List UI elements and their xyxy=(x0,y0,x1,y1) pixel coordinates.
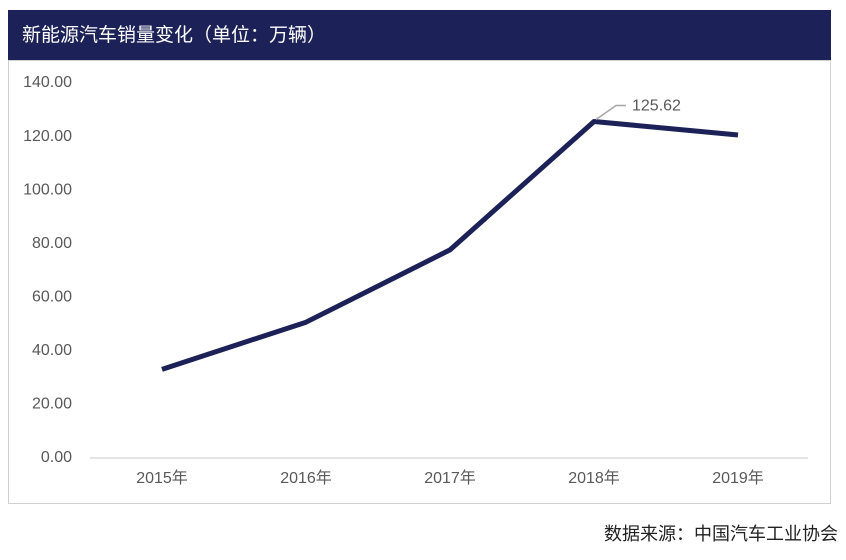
x-tick-label: 2016年 xyxy=(280,469,332,487)
data-label: 125.62 xyxy=(632,98,681,115)
label-leader xyxy=(595,104,626,121)
x-tick-label: 2019年 xyxy=(712,469,764,487)
x-tick-label: 2015年 xyxy=(136,469,188,487)
data-line xyxy=(161,119,739,372)
x-tick-label: 2017年 xyxy=(424,469,476,487)
source-note: 数据来源：中国汽车工业协会 xyxy=(604,524,838,544)
y-tick-label: 100.00 xyxy=(23,181,72,198)
y-tick-label: 120.00 xyxy=(23,128,72,145)
y-tick-label: 140.00 xyxy=(23,74,72,91)
title-bar xyxy=(8,10,831,60)
plot-frame xyxy=(8,60,831,504)
chart-title: 新能源汽车销量变化（单位：万辆） xyxy=(22,24,326,46)
y-tick-label: 40.00 xyxy=(32,342,72,359)
x-tick-label: 2018年 xyxy=(568,469,620,487)
y-tick-label: 0.00 xyxy=(41,449,72,466)
y-tick-label: 60.00 xyxy=(32,289,72,306)
y-tick-label: 20.00 xyxy=(32,396,72,413)
y-tick-label: 80.00 xyxy=(32,235,72,252)
